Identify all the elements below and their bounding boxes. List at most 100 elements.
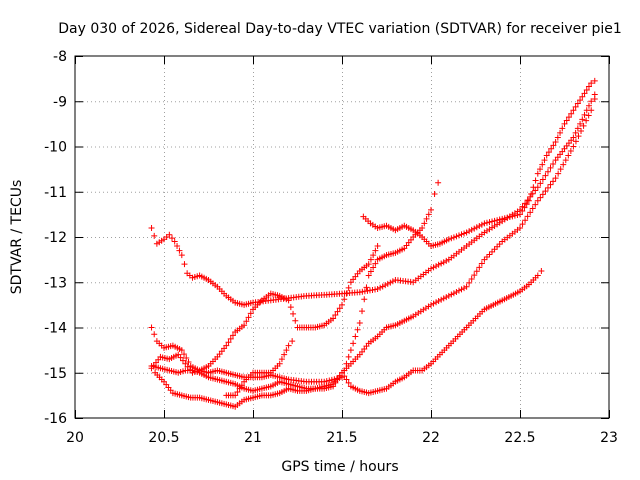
- data-point: [428, 265, 434, 272]
- data-point: [560, 161, 567, 168]
- data-point: [514, 212, 521, 219]
- data-point: [339, 369, 345, 376]
- data-point: [367, 256, 374, 263]
- data-point: [542, 172, 549, 179]
- data-point: [443, 257, 450, 264]
- data-point: [223, 342, 230, 349]
- data-point: [356, 319, 363, 326]
- data-point: [225, 339, 232, 346]
- data-point: [227, 335, 234, 342]
- data-point: [509, 213, 516, 220]
- data-point: [581, 111, 588, 118]
- data-point: [534, 272, 541, 279]
- data-point: [483, 219, 490, 226]
- data-point: [579, 93, 586, 100]
- data-point: [178, 347, 185, 354]
- data-point: [435, 297, 442, 304]
- data-point: [542, 188, 549, 195]
- data-point: [374, 243, 381, 250]
- data-point: [504, 214, 511, 221]
- data-point: [591, 95, 598, 102]
- data-point: [468, 276, 475, 283]
- data-point: [568, 110, 575, 117]
- data-point: [151, 331, 158, 338]
- data-point: [430, 264, 437, 271]
- y-tick-label: -16: [44, 411, 67, 427]
- data-point: [379, 283, 386, 290]
- y-tick-label: -15: [44, 366, 67, 382]
- data-point: [289, 338, 296, 345]
- data-point: [276, 360, 283, 367]
- data-point: [365, 261, 372, 268]
- data-point: [354, 326, 361, 333]
- x-tick-label: 23: [600, 430, 618, 446]
- data-point: [552, 138, 559, 145]
- data-point: [234, 388, 241, 395]
- data-point: [232, 392, 239, 399]
- data-point: [435, 261, 442, 268]
- data-point: [519, 207, 526, 214]
- data-point: [374, 286, 381, 293]
- data-point: [440, 295, 447, 302]
- data-point: [562, 157, 569, 164]
- data-point: [550, 178, 557, 185]
- data-point: [443, 294, 450, 301]
- data-point: [473, 224, 480, 231]
- data-point: [585, 102, 592, 109]
- data-points: [148, 77, 598, 410]
- data-point: [473, 268, 480, 275]
- x-tick-label: 21.5: [326, 430, 357, 446]
- data-point: [478, 221, 485, 228]
- y-tick-label: -9: [53, 94, 67, 110]
- data-point: [574, 125, 581, 132]
- data-point: [290, 310, 297, 317]
- data-point: [176, 247, 183, 254]
- data-point: [166, 231, 173, 238]
- data-point: [363, 284, 370, 291]
- data-point: [543, 152, 550, 159]
- data-point: [544, 168, 551, 175]
- data-point: [345, 284, 352, 291]
- data-point: [450, 290, 457, 297]
- series-arc-6: [152, 267, 545, 410]
- data-point: [341, 373, 348, 380]
- data-point: [499, 215, 506, 222]
- data-point: [521, 204, 528, 211]
- data-point: [455, 287, 462, 294]
- data-point: [574, 100, 581, 107]
- data-point: [330, 315, 337, 322]
- data-point: [537, 166, 544, 173]
- data-point: [382, 282, 389, 289]
- data-point: [359, 308, 366, 315]
- data-point: [481, 256, 488, 263]
- data-point: [545, 149, 552, 156]
- data-point: [455, 232, 462, 239]
- data-point: [491, 246, 498, 253]
- data-point: [588, 98, 595, 105]
- data-point: [285, 297, 292, 304]
- data-point: [557, 129, 564, 136]
- data-point: [387, 279, 394, 286]
- data-point: [285, 342, 292, 349]
- data-point: [181, 351, 188, 358]
- data-point: [370, 252, 377, 259]
- data-point: [448, 235, 455, 242]
- data-point: [511, 212, 518, 219]
- data-point: [435, 179, 442, 186]
- data-point: [572, 103, 579, 110]
- y-tick-label: -12: [44, 230, 67, 246]
- series-arc-2: [360, 77, 598, 250]
- data-point: [148, 224, 155, 231]
- data-point: [559, 125, 566, 132]
- data-point: [177, 354, 184, 361]
- data-point: [489, 218, 496, 225]
- data-point: [453, 288, 460, 295]
- data-point: [372, 260, 379, 267]
- x-tick-label: 22.5: [504, 430, 535, 446]
- data-point: [471, 225, 478, 232]
- data-point: [552, 175, 559, 182]
- data-point: [534, 170, 541, 177]
- data-point: [438, 296, 445, 303]
- data-point: [532, 177, 539, 184]
- data-point: [343, 290, 350, 297]
